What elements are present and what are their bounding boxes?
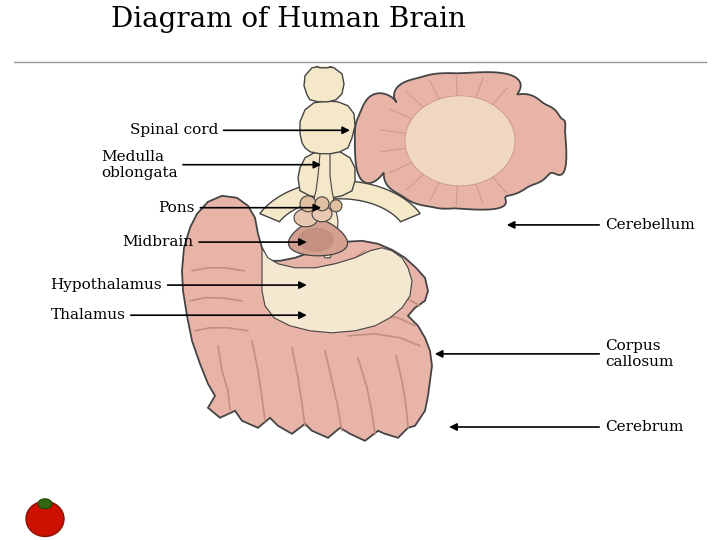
Text: BioEd Online: BioEd Online (72, 507, 258, 531)
Polygon shape (405, 96, 515, 186)
Polygon shape (298, 228, 334, 252)
Polygon shape (300, 101, 355, 154)
Text: Cerebellum: Cerebellum (508, 218, 695, 232)
Polygon shape (294, 209, 318, 227)
Ellipse shape (26, 501, 64, 536)
Text: Medulla
oblongata: Medulla oblongata (101, 150, 320, 180)
Text: Spinal cord: Spinal cord (130, 123, 348, 137)
Polygon shape (289, 220, 348, 256)
Polygon shape (312, 206, 332, 222)
Polygon shape (355, 72, 567, 210)
Text: Cerebrum: Cerebrum (451, 420, 683, 434)
Text: Hypothalamus: Hypothalamus (50, 278, 305, 292)
Polygon shape (315, 36, 334, 68)
Text: Thalamus: Thalamus (50, 308, 305, 322)
Ellipse shape (38, 499, 52, 509)
Polygon shape (304, 66, 344, 102)
Polygon shape (298, 150, 355, 198)
Polygon shape (312, 154, 338, 258)
Text: Midbrain: Midbrain (122, 235, 305, 249)
Text: Corpus
callosum: Corpus callosum (436, 339, 673, 369)
Polygon shape (262, 248, 412, 333)
Polygon shape (260, 181, 420, 222)
Polygon shape (182, 196, 432, 441)
Circle shape (315, 197, 329, 211)
Circle shape (330, 200, 342, 212)
Text: Diagram of Human Brain: Diagram of Human Brain (111, 6, 465, 33)
Text: Pons: Pons (158, 201, 320, 215)
Circle shape (300, 196, 316, 212)
